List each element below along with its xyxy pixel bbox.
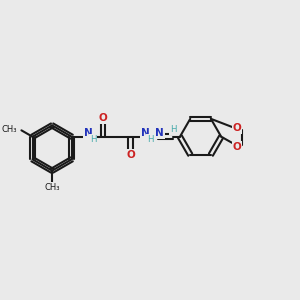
Text: O: O (99, 113, 107, 123)
Text: O: O (126, 150, 135, 161)
Text: H: H (147, 135, 154, 144)
Text: N: N (141, 128, 150, 138)
Text: CH₃: CH₃ (44, 183, 60, 192)
Text: N: N (155, 128, 164, 138)
Text: O: O (232, 142, 241, 152)
Text: H: H (170, 125, 176, 134)
Text: O: O (232, 123, 241, 133)
Text: CH₃: CH₃ (2, 125, 17, 134)
Text: H: H (90, 135, 97, 144)
Text: N: N (84, 128, 93, 138)
